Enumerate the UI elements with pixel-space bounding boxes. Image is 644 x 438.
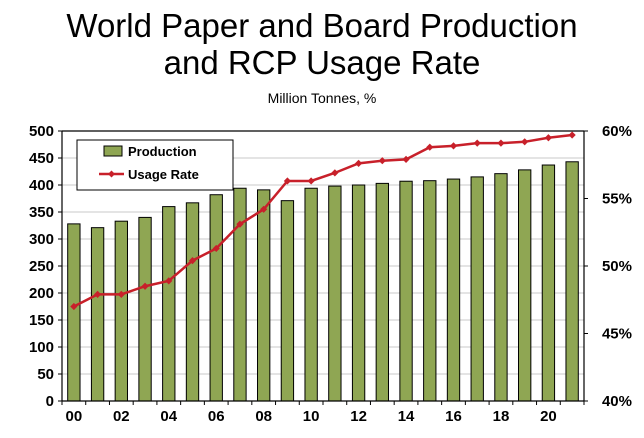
bar-production-08 <box>257 189 271 402</box>
legend-usage-rate-marker <box>108 170 115 178</box>
usage-rate-point-19 <box>521 138 529 146</box>
y-left-tick-label: 300 <box>29 231 54 248</box>
bar-production-13 <box>375 182 389 402</box>
x-tick-label: 06 <box>208 408 225 425</box>
bar-production-10 <box>304 187 318 402</box>
y-left-tick-label: 450 <box>29 150 54 167</box>
x-tick-label: 14 <box>398 408 415 425</box>
usage-rate-point-03 <box>141 282 149 290</box>
bar-production-02 <box>114 220 128 402</box>
usage-rate-point-01 <box>93 290 102 298</box>
usage-rate-point-17 <box>473 139 481 147</box>
usage-rate-point-06 <box>212 244 220 253</box>
x-tick-label: 04 <box>160 408 177 425</box>
chart-title-line-2: and RCP Usage Rate <box>163 44 481 81</box>
bar-production-00 <box>67 223 81 402</box>
y-left-ticks: 0 50 100 150 200 250 300 350 400 450 500 <box>29 123 62 410</box>
bar-production-06 <box>209 194 223 402</box>
legend: Production Usage Rate <box>76 139 234 191</box>
y-left-tick-label: 250 <box>29 258 54 275</box>
usage-rate-point-20 <box>544 134 553 142</box>
usage-rate-point-18 <box>497 139 505 147</box>
bar-production-09 <box>280 200 295 402</box>
usage-rate-point-00 <box>70 302 78 311</box>
y-left-tick-label: 0 <box>46 393 54 410</box>
legend-box <box>76 139 234 191</box>
legend-production-swatch <box>103 145 123 157</box>
y-left-tick-label: 500 <box>29 123 54 140</box>
usage-rate-point-09 <box>283 177 292 185</box>
usage-rate-point-08 <box>260 205 268 213</box>
y-right-tick-label: 55% <box>602 191 632 208</box>
y-left-tick-label: 200 <box>29 285 54 302</box>
y-left-tick-label: 400 <box>29 177 54 194</box>
legend-usage-rate-label: Usage Rate <box>128 167 199 182</box>
bar-production-17 <box>470 176 484 402</box>
usage-rate-point-02 <box>117 290 125 298</box>
bar-production-12 <box>351 184 366 402</box>
bar-production-11 <box>328 185 342 402</box>
usage-rate-polyline <box>73 133 573 308</box>
y-left-tick-label: 100 <box>29 339 54 356</box>
bar-production-20 <box>541 164 556 402</box>
bar-production-01 <box>90 227 105 402</box>
usage-rate-point-15 <box>426 143 434 151</box>
x-tick-label: 18 <box>493 408 510 425</box>
usage-rate-point-04 <box>165 277 173 285</box>
bar-production-16 <box>446 178 461 402</box>
usage-rate-point-11 <box>331 169 339 177</box>
y-right-tick-label: 60% <box>602 123 632 140</box>
y-left-tick-label: 50 <box>37 366 54 383</box>
bar-production-14 <box>399 180 413 402</box>
y-right-ticks: 40% 45% 50% 55% 60% <box>584 123 632 410</box>
x-ticks: 00 02 04 06 08 10 12 14 16 18 20 <box>61 401 585 425</box>
x-tick-label: 02 <box>113 408 130 425</box>
x-tick-label: 08 <box>255 408 272 425</box>
usage-rate-point-10 <box>307 177 315 185</box>
usage-rate-point-21 <box>568 131 576 139</box>
y-right-tick-label: 45% <box>602 326 632 343</box>
chart-subtitle: Million Tonnes, % <box>267 90 377 106</box>
bar-production-03 <box>138 216 152 402</box>
bar-production-04 <box>162 206 176 402</box>
x-tick-label: 20 <box>540 408 557 425</box>
bar-production-05 <box>185 202 200 402</box>
y-right-tick-label: 50% <box>602 258 632 275</box>
usage-rate-point-13 <box>378 157 386 165</box>
chart-title-line-1: World Paper and Board Production <box>66 7 578 44</box>
usage-rate-point-14 <box>402 155 410 163</box>
bars <box>67 161 579 402</box>
usage-rate-point-12 <box>354 159 363 167</box>
legend-production-label: Production <box>128 144 197 159</box>
bar-production-19 <box>518 169 532 402</box>
usage-rate-point-07 <box>236 220 244 228</box>
bar-production-18 <box>494 173 508 402</box>
x-tick-label: 12 <box>350 408 367 425</box>
bar-production-15 <box>423 180 437 402</box>
usage-rate-point-05 <box>188 257 197 265</box>
usage-rate-point-16 <box>449 142 458 150</box>
x-tick-label: 00 <box>66 408 83 425</box>
y-left-tick-label: 350 <box>29 204 54 221</box>
x-tick-label: 16 <box>445 408 462 425</box>
usage-rate-line <box>70 131 576 311</box>
bar-production-21 <box>565 161 579 402</box>
x-tick-label: 10 <box>303 408 320 425</box>
y-right-tick-label: 40% <box>602 393 632 410</box>
y-left-tick-label: 150 <box>29 312 54 329</box>
